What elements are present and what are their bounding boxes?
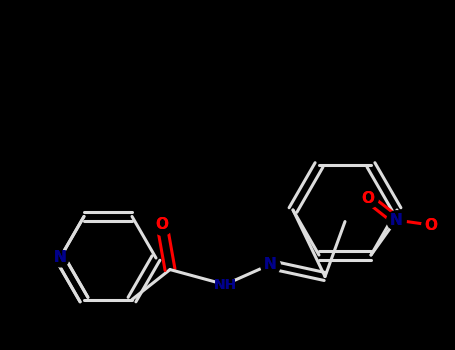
Text: N: N [54,251,66,266]
Text: N: N [263,257,276,272]
Text: O: O [362,190,374,205]
Text: N: N [389,212,402,228]
Text: NH: NH [213,278,237,292]
Text: O: O [156,217,168,232]
Text: O: O [425,218,438,232]
Text: N: N [263,257,276,272]
Text: O: O [156,217,168,232]
Text: NH: NH [213,278,237,292]
Text: O: O [362,190,374,205]
Text: N: N [389,212,402,228]
Text: N: N [54,251,66,266]
Text: N: N [54,251,66,266]
Text: O: O [425,218,438,232]
